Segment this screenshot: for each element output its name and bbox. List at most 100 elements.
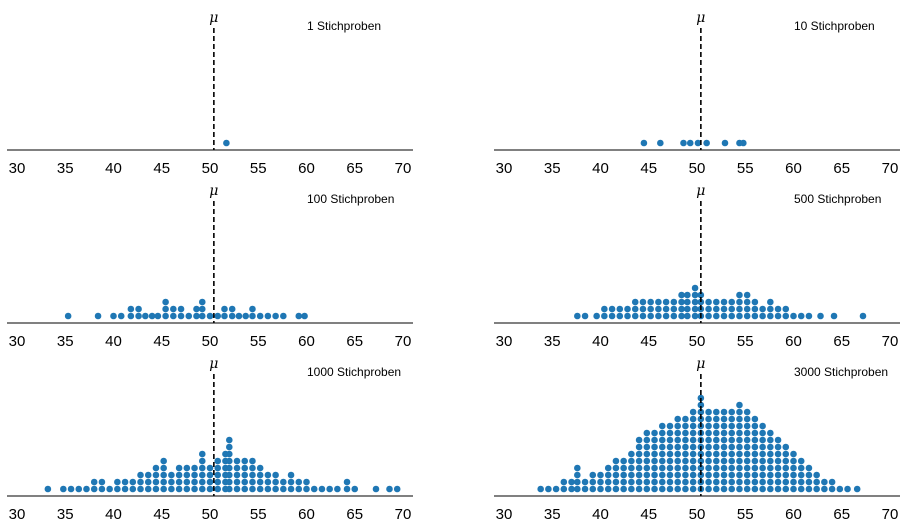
data-point [817, 312, 824, 320]
data-point [740, 139, 747, 147]
data-point [751, 478, 759, 486]
data-point [249, 485, 256, 493]
x-tick-label: 65 [346, 506, 363, 523]
data-point [720, 408, 728, 416]
data-point [552, 485, 560, 493]
data-point [691, 298, 699, 306]
data-point [185, 312, 193, 320]
data-point [121, 485, 129, 493]
data-point [666, 429, 674, 437]
data-point [797, 457, 805, 465]
data-point [635, 443, 643, 451]
data-point [310, 485, 318, 493]
data-point [689, 415, 697, 423]
data-point [206, 464, 214, 472]
data-point [674, 429, 681, 437]
data-point [751, 443, 759, 451]
data-point [162, 312, 169, 320]
data-point [635, 450, 643, 458]
mean-label: μ [209, 10, 218, 26]
data-point [249, 312, 256, 320]
data-point [198, 450, 206, 458]
data-point [689, 478, 697, 486]
data-point [628, 485, 635, 493]
data-point [674, 478, 681, 486]
data-point [721, 139, 729, 147]
data-point [233, 471, 241, 479]
data-point [821, 485, 828, 493]
data-point [689, 464, 697, 472]
data-points [574, 284, 867, 320]
x-tick-label: 30 [9, 333, 26, 350]
data-point [797, 312, 805, 320]
data-point [226, 485, 233, 493]
data-point [223, 139, 230, 147]
data-point [256, 312, 264, 320]
data-point [221, 312, 228, 320]
data-point [736, 485, 743, 493]
data-point [272, 478, 279, 486]
data-point [628, 478, 635, 486]
data-point [666, 422, 674, 430]
data-point [160, 471, 167, 479]
data-point [728, 305, 736, 313]
x-tick-label: 60 [298, 333, 315, 350]
data-point [560, 485, 568, 493]
data-point [774, 485, 782, 493]
data-point [233, 485, 241, 493]
data-point [152, 464, 160, 472]
x-tick-label: 70 [882, 160, 899, 177]
data-point [713, 312, 720, 320]
data-point [643, 450, 651, 458]
data-point [728, 478, 736, 486]
data-point [767, 436, 774, 444]
data-point [206, 312, 214, 320]
data-point [137, 478, 144, 486]
data-point [720, 422, 728, 430]
data-point [198, 471, 206, 479]
data-point [782, 464, 790, 472]
data-point [684, 312, 691, 320]
data-point [736, 408, 743, 416]
data-point [736, 464, 743, 472]
data-point [743, 429, 751, 437]
data-point [774, 436, 782, 444]
data-point [751, 436, 759, 444]
x-tick-label: 45 [640, 506, 657, 523]
data-point [705, 312, 712, 320]
panel-4: 500 Stichproben 30 35 40 45 50 55 60 65 70 μ [494, 183, 900, 350]
data-point [658, 443, 666, 451]
data-point [759, 450, 766, 458]
data-point [44, 485, 52, 493]
data-point [152, 478, 160, 486]
data-point [142, 312, 149, 320]
data-point [170, 305, 177, 313]
data-point [767, 429, 774, 437]
data-point [639, 312, 647, 320]
data-point [836, 485, 844, 493]
data-point [720, 464, 728, 472]
data-point [343, 485, 351, 493]
data-point [691, 284, 699, 292]
data-point [713, 422, 720, 430]
data-point [743, 485, 751, 493]
data-point [198, 305, 206, 313]
data-point [272, 485, 279, 493]
data-point [751, 429, 759, 437]
data-point [759, 312, 766, 320]
data-point [782, 471, 790, 479]
data-point [830, 312, 838, 320]
data-point [728, 429, 736, 437]
data-point [666, 436, 674, 444]
data-point [326, 485, 333, 493]
data-point [135, 305, 142, 313]
data-point [560, 478, 568, 486]
data-point [705, 443, 712, 451]
data-point [790, 464, 797, 472]
data-point [774, 464, 782, 472]
data-point [751, 450, 759, 458]
mean-label: μ [209, 356, 218, 372]
mean-label: μ [696, 356, 705, 372]
data-point [743, 305, 751, 313]
